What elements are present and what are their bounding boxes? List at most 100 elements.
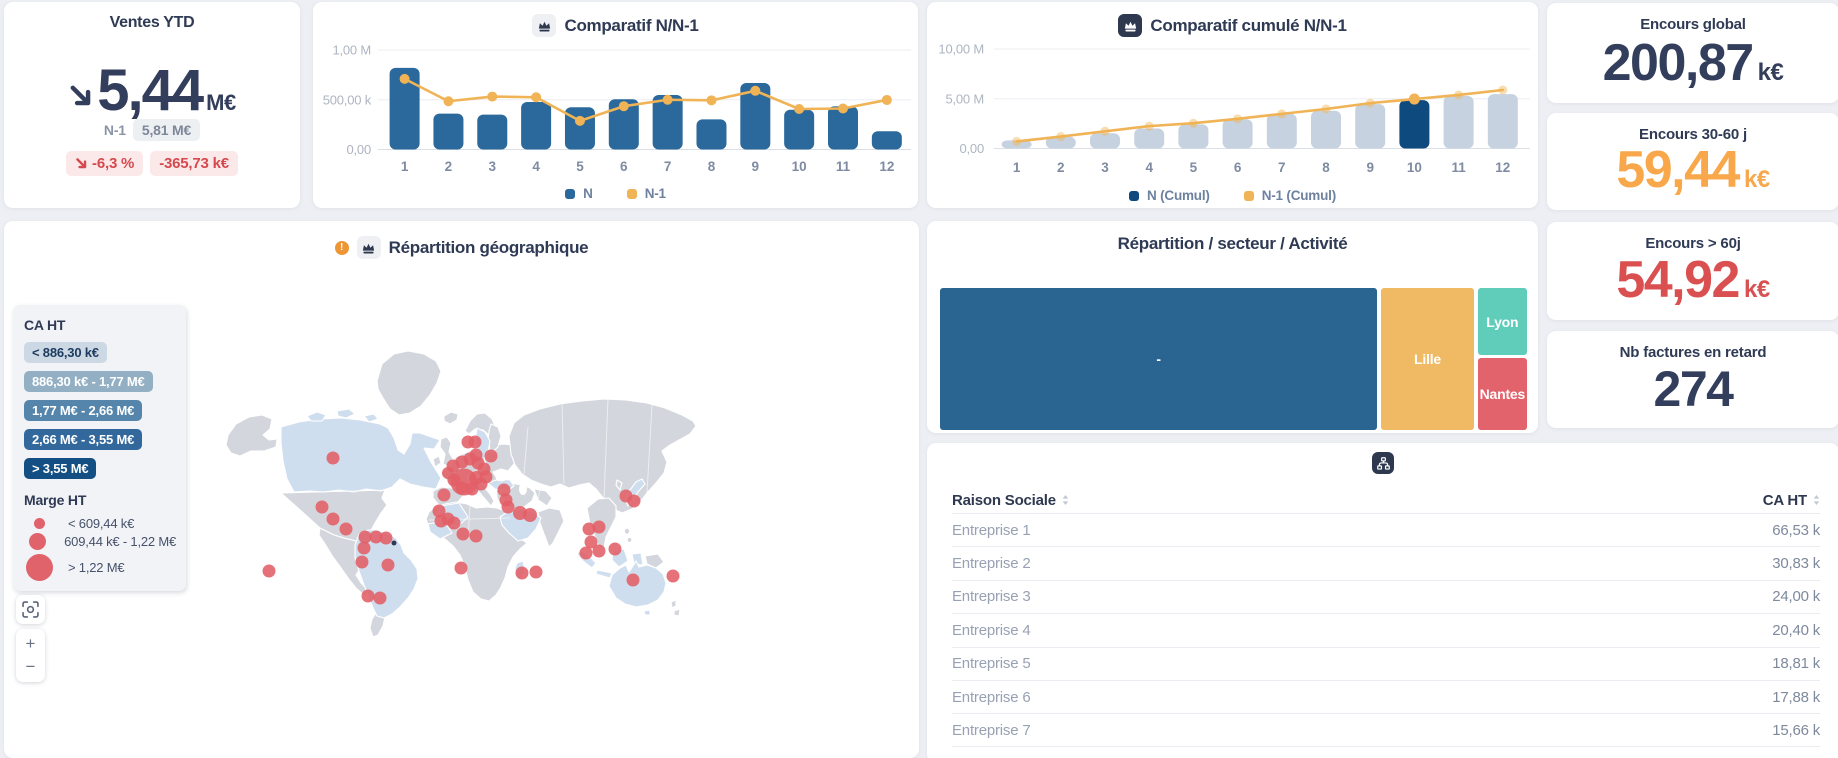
table-row[interactable]: Entreprise 2 30,83 k: [952, 546, 1820, 579]
ca-ht-class-pill[interactable]: 1,77 M€ - 2,66 M€: [24, 400, 143, 421]
zoom-in-button[interactable]: +: [25, 634, 36, 654]
map-bubble[interactable]: [339, 522, 353, 536]
map-bubble[interactable]: [627, 494, 641, 508]
map-bubble[interactable]: [608, 542, 622, 556]
bar-month-3[interactable]: [1090, 133, 1120, 149]
map-bubble[interactable]: [326, 512, 340, 526]
treemap-node-lyon[interactable]: Lyon: [1477, 288, 1527, 356]
bar-month-8[interactable]: [1311, 110, 1341, 149]
line-point-month-10[interactable]: [1408, 93, 1420, 105]
comparatif-nn1-legend[interactable]: N N-1: [313, 186, 918, 201]
ca-ht-class-pill[interactable]: > 3,55 M€: [24, 458, 97, 479]
line-point-month-12[interactable]: [881, 94, 892, 105]
legend-item-n[interactable]: N: [565, 186, 593, 201]
bar-month-7[interactable]: [652, 94, 683, 150]
map-reset-zoom-button[interactable]: [16, 595, 45, 624]
map-bubble[interactable]: [432, 504, 446, 518]
line-point-month-4[interactable]: [531, 92, 542, 103]
bar-month-8[interactable]: [696, 119, 727, 150]
map-bubble[interactable]: [501, 500, 515, 514]
crown-icon[interactable]: [1118, 14, 1143, 37]
line-point-month-2[interactable]: [1056, 132, 1066, 142]
column-header-ca-ht[interactable]: CA HT: [1763, 492, 1820, 509]
map-bubble[interactable]: [582, 522, 596, 536]
world-map[interactable]: [4, 221, 919, 758]
bar-month-10[interactable]: [1399, 100, 1430, 149]
table-row[interactable]: Entreprise 5 18,81 k: [952, 646, 1820, 680]
treemap-node-nantes[interactable]: Nantes: [1477, 358, 1527, 430]
map-marker[interactable]: [391, 540, 397, 546]
map-bubble[interactable]: [456, 527, 470, 541]
comparatif-cumule-legend[interactable]: N (Cumul) N-1 (Cumul): [927, 188, 1538, 203]
map-bubble[interactable]: [469, 471, 483, 485]
bar-month-12[interactable]: [871, 131, 902, 150]
map-bubble[interactable]: [447, 516, 461, 530]
table-row[interactable]: Entreprise 3 24,00 k: [952, 579, 1820, 613]
map-bubble[interactable]: [468, 435, 482, 449]
legend-item-n-1-cumul-[interactable]: N-1 (Cumul): [1243, 188, 1336, 203]
line-point-month-8[interactable]: [706, 95, 717, 106]
map-bubble[interactable]: [497, 483, 511, 497]
map-bubble[interactable]: [515, 566, 529, 580]
table-row[interactable]: Entreprise 7 15,66 k: [952, 713, 1820, 747]
line-point-month-8[interactable]: [1321, 104, 1331, 114]
map-bubble[interactable]: [584, 535, 598, 549]
map-bubble[interactable]: [358, 530, 372, 544]
line-point-month-10[interactable]: [794, 104, 805, 115]
line-point-month-7[interactable]: [662, 94, 673, 105]
bar-month-4[interactable]: [521, 101, 552, 150]
map-bubble[interactable]: [666, 569, 680, 583]
bar-month-4[interactable]: [1134, 128, 1165, 149]
map-bubble[interactable]: [442, 467, 454, 479]
line-point-month-5[interactable]: [574, 115, 585, 126]
map-bubble[interactable]: [262, 564, 276, 578]
legend-item-n-1[interactable]: N-1: [626, 186, 666, 201]
map-bubble[interactable]: [379, 531, 393, 545]
bar-month-2[interactable]: [433, 113, 464, 150]
line-point-month-1[interactable]: [399, 73, 410, 84]
map-bubble[interactable]: [361, 589, 375, 603]
map-bubble[interactable]: [592, 544, 606, 558]
line-point-month-12[interactable]: [1498, 85, 1508, 95]
ca-ht-class-pill[interactable]: 2,66 M€ - 3,55 M€: [24, 429, 143, 450]
zoom-out-button[interactable]: −: [25, 656, 36, 676]
bar-month-11[interactable]: [828, 106, 858, 150]
map-bubble[interactable]: [469, 448, 483, 462]
bar-month-10[interactable]: [784, 109, 815, 150]
bar-month-3[interactable]: [477, 114, 508, 150]
bar-month-5[interactable]: [1178, 124, 1209, 149]
map-bubble[interactable]: [465, 482, 479, 496]
bar-month-2[interactable]: [1045, 136, 1076, 149]
map-bubble[interactable]: [357, 541, 371, 555]
ca-ht-class-pill[interactable]: 886,30 k€ - 1,77 M€: [24, 371, 153, 392]
ca-ht-class-pill[interactable]: < 886,30 k€: [24, 342, 107, 363]
bar-month-1[interactable]: [1001, 140, 1032, 149]
line-point-month-5[interactable]: [1188, 118, 1198, 128]
line-point-month-3[interactable]: [1100, 126, 1110, 136]
line-point-month-9[interactable]: [1365, 98, 1375, 108]
bar-month-7[interactable]: [1266, 113, 1297, 149]
map-bubble[interactable]: [579, 546, 593, 560]
line-point-month-7[interactable]: [1277, 109, 1287, 119]
bar-month-11[interactable]: [1443, 95, 1474, 149]
line-point-month-9[interactable]: [750, 85, 761, 96]
map-bubble[interactable]: [469, 529, 483, 543]
table-export-button[interactable]: [1372, 452, 1394, 474]
bar-month-6[interactable]: [1222, 119, 1253, 149]
table-row[interactable]: Entreprise 1 66,53 k: [952, 513, 1820, 546]
map-bubble[interactable]: [455, 481, 469, 495]
line-point-month-11[interactable]: [838, 103, 848, 114]
line-point-month-6[interactable]: [1233, 114, 1243, 124]
line-point-month-2[interactable]: [443, 96, 454, 107]
column-header-raison-sociale[interactable]: Raison Sociale: [952, 492, 1069, 509]
line-point-month-3[interactable]: [487, 91, 498, 102]
line-point-month-6[interactable]: [618, 101, 629, 112]
bar-month-6[interactable]: [608, 99, 639, 150]
map-bubble[interactable]: [326, 451, 340, 465]
map-bubble[interactable]: [529, 565, 543, 579]
map-bubble[interactable]: [592, 520, 606, 534]
line-point-month-11[interactable]: [1454, 90, 1464, 100]
map-bubble[interactable]: [355, 555, 369, 569]
treemap-node-lille[interactable]: Lille: [1381, 288, 1474, 430]
